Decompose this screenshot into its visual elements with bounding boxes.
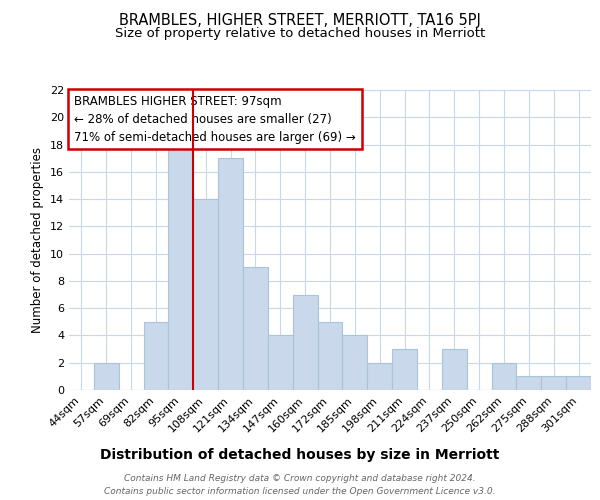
Bar: [442, 349, 467, 390]
Bar: [491, 362, 517, 390]
Bar: [293, 294, 317, 390]
Text: Contains public sector information licensed under the Open Government Licence v3: Contains public sector information licen…: [104, 487, 496, 496]
Text: BRAMBLES HIGHER STREET: 97sqm
← 28% of detached houses are smaller (27)
71% of s: BRAMBLES HIGHER STREET: 97sqm ← 28% of d…: [74, 94, 356, 144]
Text: BRAMBLES, HIGHER STREET, MERRIOTT, TA16 5PJ: BRAMBLES, HIGHER STREET, MERRIOTT, TA16 …: [119, 12, 481, 28]
Bar: [367, 362, 392, 390]
Bar: [343, 336, 367, 390]
Bar: [218, 158, 243, 390]
Text: Size of property relative to detached houses in Merriott: Size of property relative to detached ho…: [115, 28, 485, 40]
Bar: [193, 199, 218, 390]
Bar: [268, 336, 293, 390]
Bar: [143, 322, 169, 390]
Text: Distribution of detached houses by size in Merriott: Distribution of detached houses by size …: [100, 448, 500, 462]
Bar: [94, 362, 119, 390]
Bar: [517, 376, 541, 390]
Bar: [169, 144, 193, 390]
Bar: [392, 349, 417, 390]
Bar: [566, 376, 591, 390]
Bar: [541, 376, 566, 390]
Bar: [317, 322, 343, 390]
Text: Contains HM Land Registry data © Crown copyright and database right 2024.: Contains HM Land Registry data © Crown c…: [124, 474, 476, 483]
Bar: [243, 268, 268, 390]
Y-axis label: Number of detached properties: Number of detached properties: [31, 147, 44, 333]
